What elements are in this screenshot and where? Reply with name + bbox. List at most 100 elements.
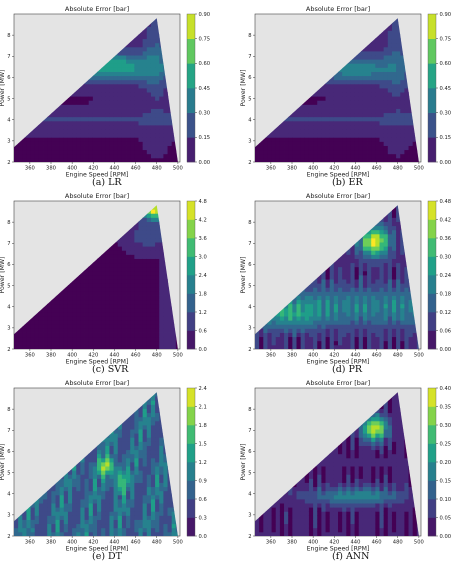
heatmap-cell — [159, 283, 164, 288]
heatmap-cell — [300, 332, 306, 338]
heatmap-cell — [275, 332, 281, 338]
heatmap-cell — [296, 120, 302, 126]
y-tick-label: 6 — [7, 75, 10, 81]
heatmap-cell — [142, 324, 148, 329]
heatmap-cell — [88, 312, 94, 317]
heatmap-cell — [163, 328, 168, 333]
heatmap-cell — [130, 312, 135, 317]
heatmap-cell — [117, 104, 123, 109]
heatmap-cell — [97, 141, 102, 146]
heatmap-cell — [67, 137, 73, 142]
heatmap-cell — [375, 153, 380, 159]
heatmap-cell — [375, 71, 380, 77]
heatmap-cell — [304, 149, 310, 155]
heatmap-cell — [117, 262, 123, 268]
heatmap-cell — [43, 328, 48, 333]
heatmap-cell — [329, 83, 335, 89]
heatmap-cell — [138, 324, 144, 329]
heatmap-cell — [26, 324, 31, 329]
heatmap-cell — [146, 287, 152, 292]
heatmap-cell — [404, 88, 409, 93]
heatmap-cell — [88, 275, 94, 280]
heatmap-cell — [142, 153, 148, 159]
heatmap-cell — [101, 75, 106, 81]
heatmap-cell — [267, 145, 272, 151]
heatmap-cell — [379, 34, 385, 40]
heatmap-cell — [329, 133, 335, 138]
heatmap-cell — [159, 125, 164, 130]
heatmap-cell — [267, 328, 272, 333]
heatmap-cell — [121, 340, 127, 346]
heatmap-cell — [387, 153, 393, 159]
heatmap-cell — [72, 100, 77, 105]
heatmap-cell — [313, 120, 318, 126]
heatmap-cell — [155, 83, 160, 89]
heatmap-cell — [84, 137, 90, 142]
heatmap-cell — [263, 153, 268, 159]
heatmap-cell — [354, 96, 360, 101]
heatmap-cell — [97, 287, 102, 292]
heatmap-cell — [105, 83, 110, 89]
heatmap-cell — [167, 336, 173, 342]
heatmap-cell — [304, 108, 310, 114]
heatmap-cell — [105, 100, 110, 105]
heatmap-cell — [279, 332, 285, 338]
heatmap-cell — [371, 149, 376, 155]
heatmap-cell — [126, 324, 131, 329]
heatmap-cell — [55, 133, 61, 138]
heatmap-cell — [84, 96, 90, 101]
heatmap-cell — [155, 279, 160, 284]
x-axis-label: Engine Speed [RPM] — [66, 172, 129, 179]
heatmap-cell — [313, 108, 318, 114]
heatmap-cell — [121, 141, 127, 146]
heatmap-cell — [72, 129, 77, 134]
heatmap-cell — [134, 75, 139, 81]
heatmap-cell — [59, 328, 65, 333]
heatmap-cell — [34, 153, 40, 159]
heatmap-cell — [92, 303, 98, 309]
heatmap-cell — [150, 108, 156, 114]
heatmap-cell — [126, 332, 131, 338]
heatmap-cell — [387, 30, 393, 35]
heatmap-cell — [18, 336, 23, 342]
heatmap-cell — [130, 46, 135, 52]
heatmap-cell — [163, 303, 168, 309]
heatmap-cell — [130, 71, 135, 77]
heatmap-cell — [292, 344, 297, 349]
heatmap-cell — [325, 141, 331, 146]
heatmap-cell — [130, 238, 135, 243]
heatmap-cell — [396, 92, 401, 97]
heatmap-cell — [142, 250, 148, 255]
heatmap-cell — [84, 108, 90, 114]
heatmap-cell — [279, 120, 285, 126]
heatmap-cell — [358, 51, 364, 56]
heatmap-cell — [34, 336, 40, 342]
heatmap-cell — [383, 67, 389, 72]
heatmap-cell — [308, 328, 314, 333]
heatmap-cell — [346, 157, 351, 162]
colorbar-tick-label: 4.2 — [199, 217, 207, 223]
heatmap-cell — [313, 129, 318, 134]
heatmap-cell — [375, 96, 380, 101]
heatmap-cell — [396, 157, 401, 162]
heatmap-cell — [113, 63, 119, 68]
heatmap-cell — [142, 79, 148, 85]
heatmap-cell — [379, 79, 385, 85]
heatmap-cell — [159, 88, 164, 93]
heatmap-cell — [38, 332, 44, 338]
heatmap-cell — [117, 141, 123, 146]
heatmap-cell — [26, 145, 31, 151]
heatmap-cell — [72, 312, 77, 317]
heatmap-cell — [371, 67, 376, 72]
heatmap-cell — [267, 336, 272, 342]
heatmap-cell — [142, 120, 148, 126]
heatmap-cell — [400, 55, 405, 60]
heatmap-cell — [109, 299, 114, 305]
heatmap-cell — [146, 108, 152, 114]
heatmap-cell — [113, 157, 119, 162]
heatmap-cell — [329, 92, 335, 97]
heatmap-cell — [304, 287, 310, 292]
heatmap-cell — [134, 59, 139, 64]
heatmap-cell — [163, 312, 168, 317]
heatmap-cell — [346, 133, 351, 138]
